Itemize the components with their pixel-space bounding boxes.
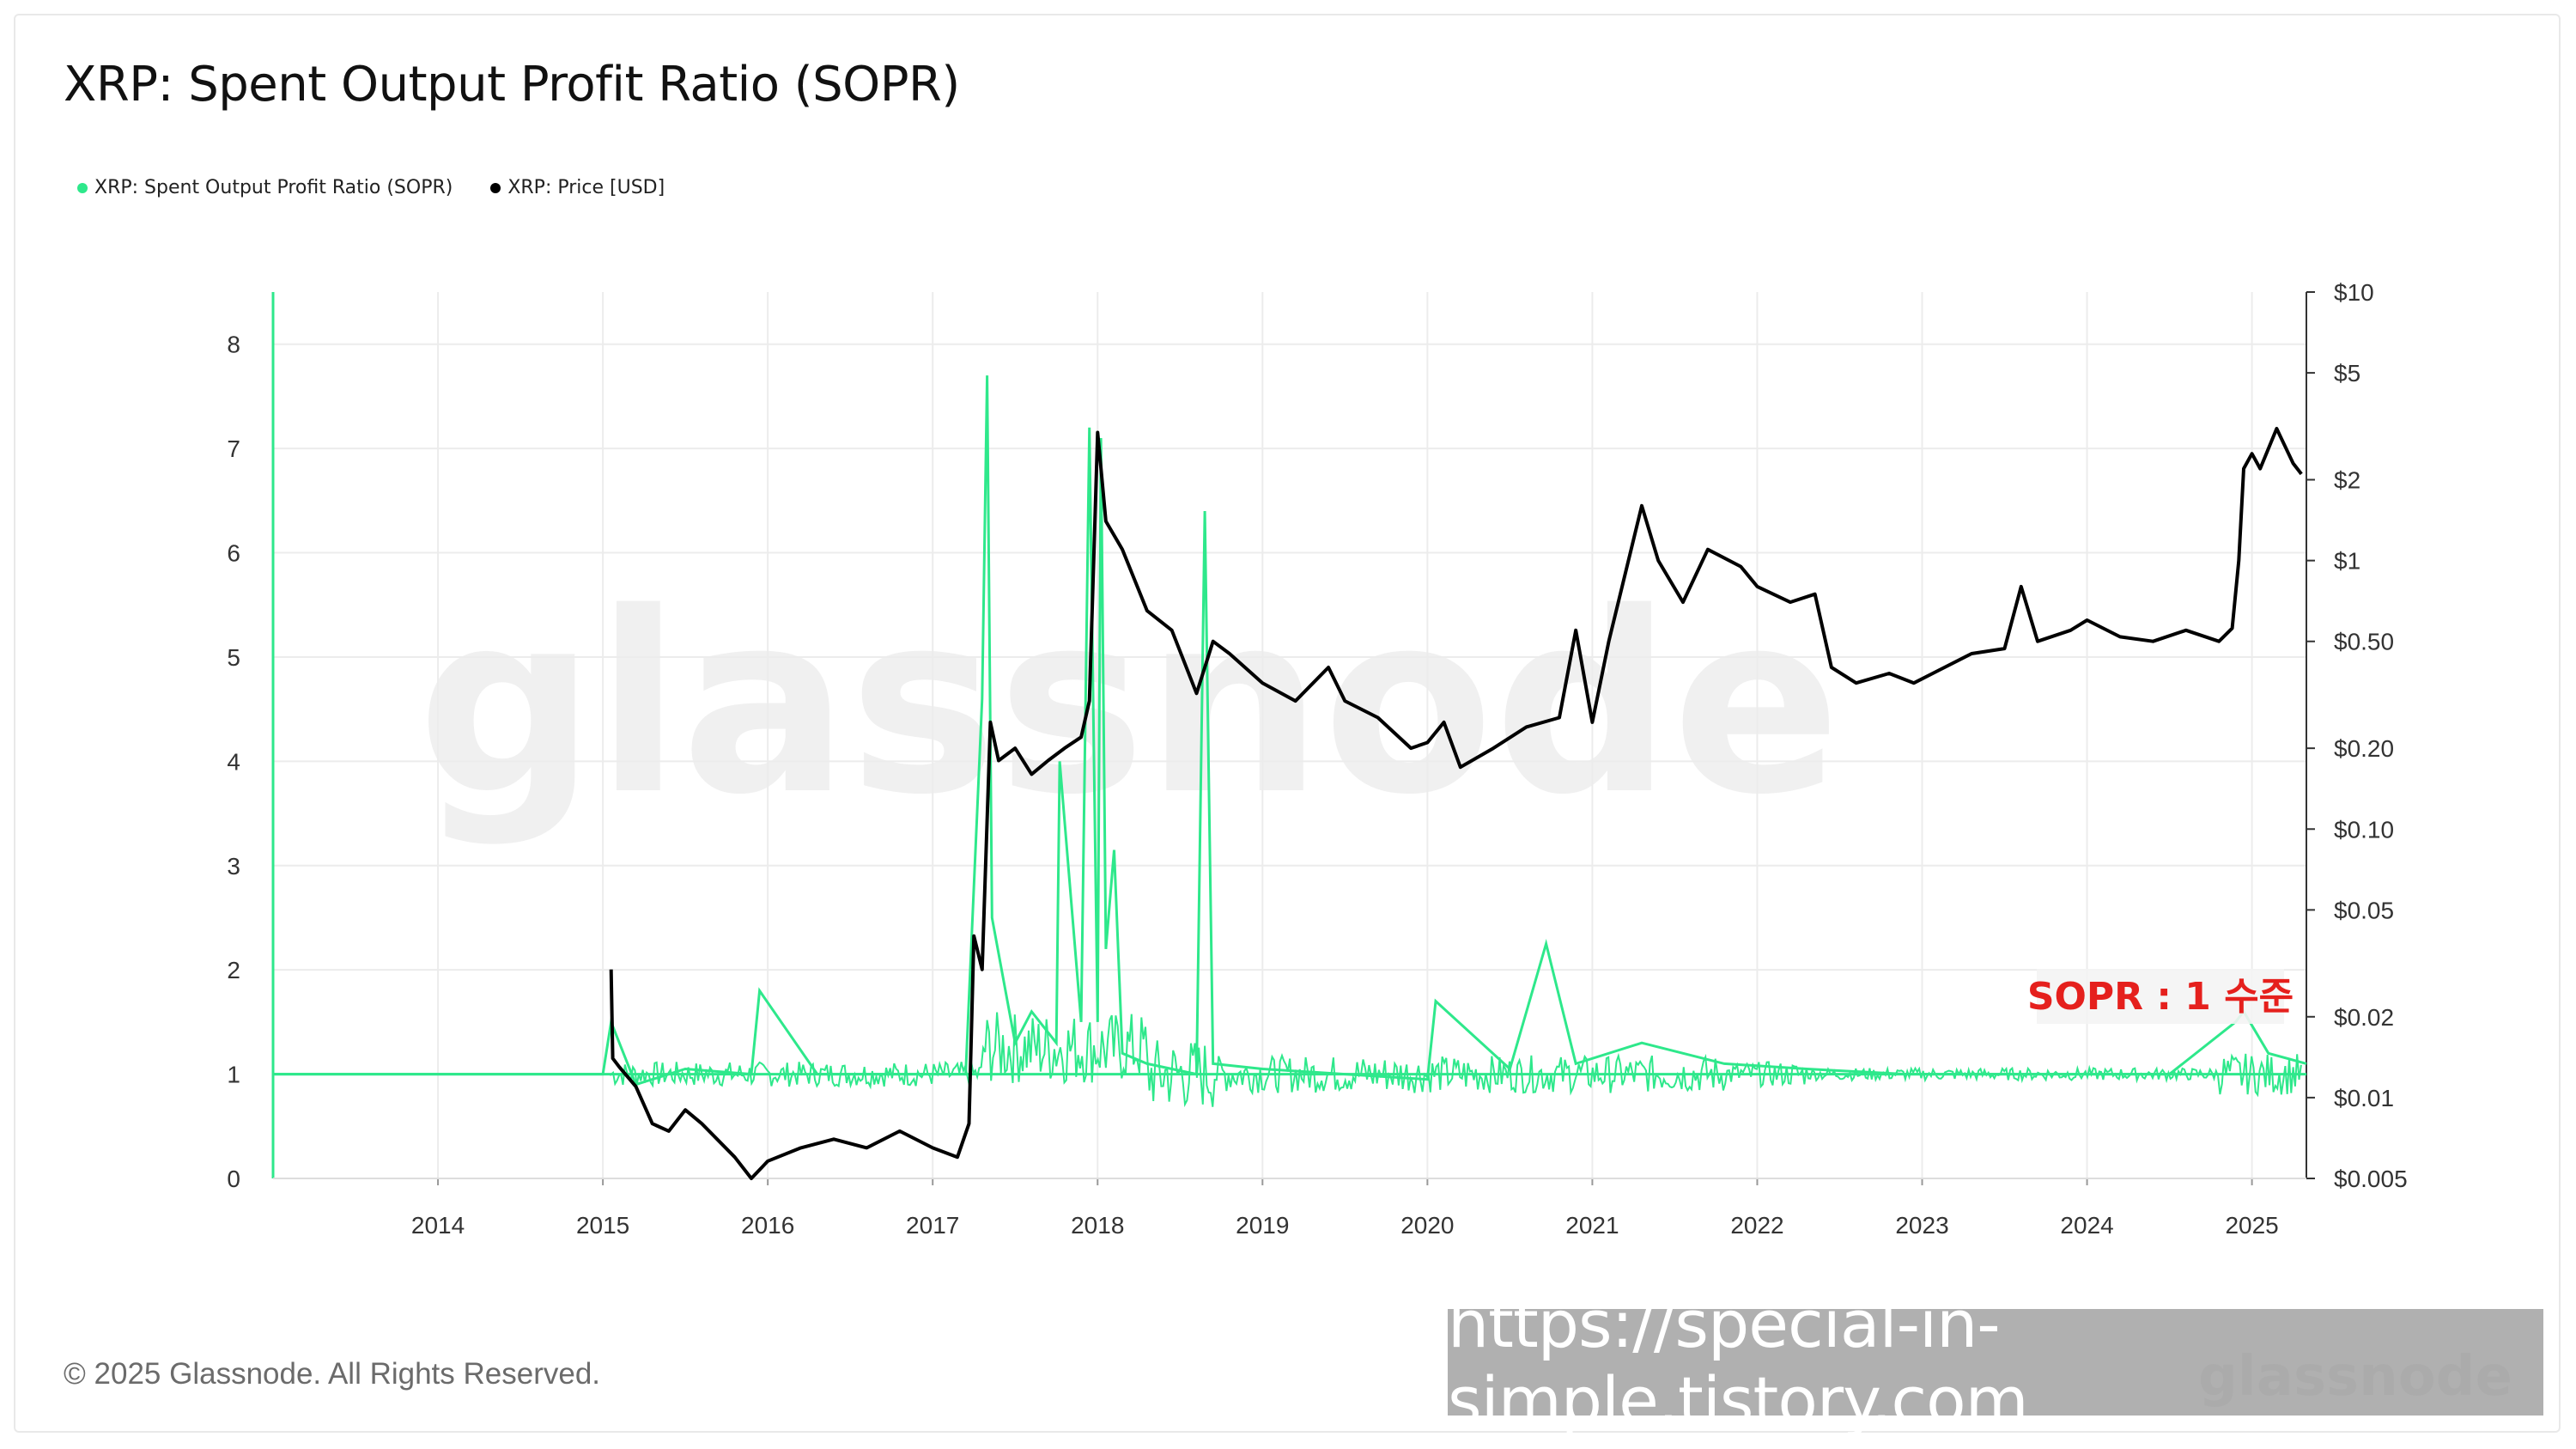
y-right-tick-label: $0.05 <box>2334 897 2394 923</box>
y-left-tick-label: 3 <box>227 853 240 880</box>
legend-label-sopr: XRP: Spent Output Profit Ratio (SOPR) <box>94 177 453 198</box>
y-left-tick-label: 4 <box>227 748 240 775</box>
x-tick-label: 2015 <box>576 1212 629 1239</box>
x-tick-label: 2019 <box>1236 1212 1289 1239</box>
x-tick-label: 2020 <box>1400 1212 1454 1239</box>
x-tick-label: 2018 <box>1071 1212 1124 1239</box>
legend-dot-sopr <box>77 182 88 193</box>
y-right-tick-label: $10 <box>2334 279 2374 306</box>
y-left-tick-label: 5 <box>227 644 240 671</box>
x-tick-label: 2025 <box>2225 1212 2278 1239</box>
x-tick-label: 2023 <box>1895 1212 1948 1239</box>
y-right-tick-label: $1 <box>2334 548 2360 575</box>
y-left-tick-label: 0 <box>227 1166 240 1192</box>
x-tick-label: 2017 <box>906 1212 959 1239</box>
price-line <box>609 427 2303 1180</box>
y-left-tick-label: 6 <box>227 540 240 567</box>
annotation-sopr-level: SOPR : 1 수준 <box>2027 975 2293 1019</box>
legend-item-sopr[interactable]: XRP: Spent Output Profit Ratio (SOPR) <box>77 177 453 198</box>
x-tick-label: 2021 <box>1565 1212 1619 1239</box>
y-left-tick-label: 1 <box>227 1062 240 1088</box>
y-right-tick-label: $2 <box>2334 467 2360 494</box>
x-tick-label: 2016 <box>741 1212 794 1239</box>
copyright: © 2025 Glassnode. All Rights Reserved. <box>64 1357 601 1391</box>
y-right-tick-label: $5 <box>2334 360 2360 387</box>
x-tick-label: 2024 <box>2060 1212 2113 1239</box>
chart-title: XRP: Spent Output Profit Ratio (SOPR) <box>64 57 960 113</box>
y-right-tick-label: $0.10 <box>2334 816 2394 843</box>
y-right-tick-label: $0.02 <box>2334 1004 2394 1031</box>
y-right-tick-label: $0.005 <box>2334 1166 2408 1192</box>
legend-label-price: XRP: Price [USD] <box>507 177 665 198</box>
legend: XRP: Spent Output Profit Ratio (SOPR) XR… <box>77 177 665 198</box>
y-left-tick-label: 8 <box>227 332 240 358</box>
x-tick-label: 2014 <box>411 1212 465 1239</box>
y-right-tick-label: $0.01 <box>2334 1085 2394 1111</box>
watermark-large: glassnode <box>417 560 1841 849</box>
x-tick-label: 2022 <box>1730 1212 1783 1239</box>
y-left-tick-label: 7 <box>227 435 240 462</box>
y-left-tick-label: 2 <box>227 957 240 983</box>
url-banner: https://special-in-simple.tistory.com <box>1448 1286 2543 1439</box>
annotation-bg <box>2037 969 2284 1024</box>
y-right-tick-label: $0.50 <box>2334 629 2394 655</box>
legend-item-price[interactable]: XRP: Price [USD] <box>490 177 665 198</box>
sopr-noise-line <box>610 1012 2302 1108</box>
legend-dot-price <box>490 182 501 193</box>
y-right-tick-label: $0.20 <box>2334 735 2394 762</box>
